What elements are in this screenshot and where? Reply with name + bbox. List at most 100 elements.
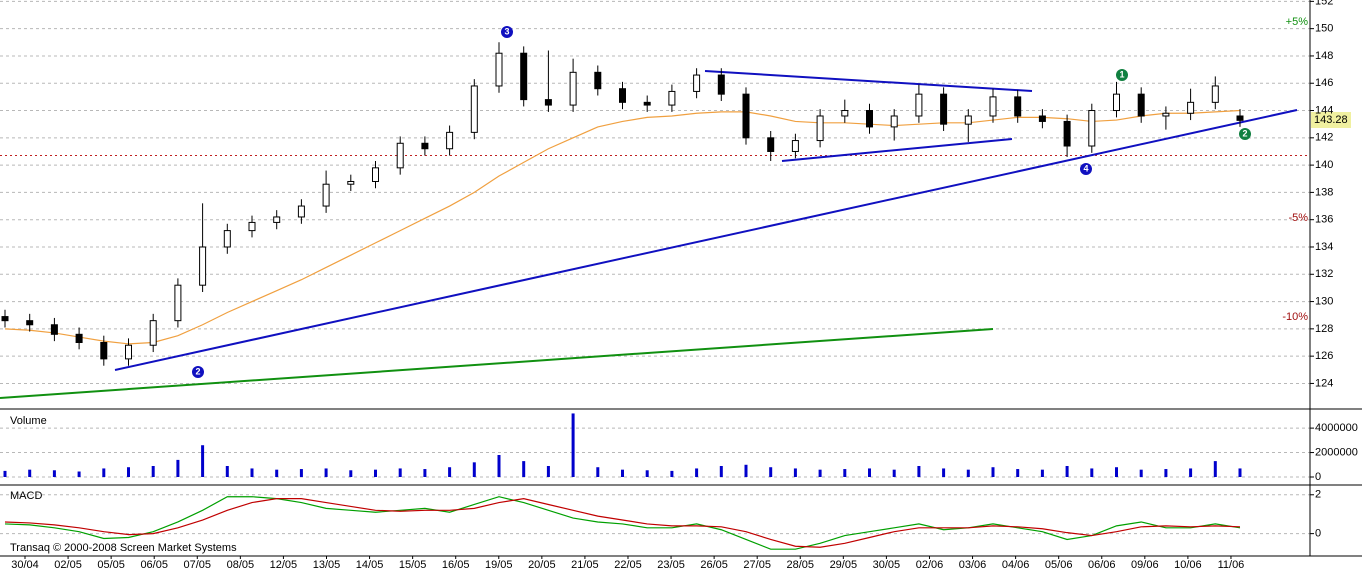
- x-tick-label: 26/05: [700, 559, 728, 571]
- y-tick-label: 2: [1315, 489, 1321, 501]
- candle-body: [915, 93, 923, 117]
- volume-bar: [868, 468, 871, 477]
- volume-bar: [522, 461, 526, 477]
- y-tick-label: 140: [1315, 159, 1333, 171]
- wave-label: 2: [1242, 128, 1247, 138]
- x-tick-label: 08/05: [227, 559, 255, 571]
- annotation: -5%: [1288, 212, 1308, 224]
- volume-bar: [744, 464, 748, 477]
- x-tick-label: 12/05: [270, 559, 298, 571]
- candle-body: [1162, 112, 1170, 117]
- volume-bar: [225, 466, 229, 477]
- volume-bar: [275, 469, 279, 477]
- y-tick-label: 138: [1315, 186, 1333, 198]
- y-tick-label: 126: [1315, 350, 1333, 362]
- candle-body: [125, 344, 132, 360]
- x-tick-label: 28/05: [786, 559, 814, 571]
- x-tick-label: 03/06: [959, 559, 987, 571]
- volume-bar: [1213, 461, 1217, 477]
- volume-bar: [102, 468, 106, 477]
- volume-bar: [1040, 469, 1044, 477]
- volume-bar: [719, 466, 723, 477]
- candle-body: [717, 74, 725, 95]
- volume-bar: [497, 455, 501, 477]
- volume-bar: [448, 467, 452, 477]
- candle-body: [26, 320, 34, 326]
- y-tick-label: 0: [1315, 528, 1321, 540]
- candle-body: [174, 284, 182, 322]
- volume-bar: [1090, 468, 1094, 477]
- annotation: -10%: [1282, 311, 1308, 323]
- x-tick-label: 21/05: [571, 559, 599, 571]
- candle-body: [297, 205, 305, 218]
- candle-body: [1137, 93, 1145, 117]
- volume-bar: [1238, 468, 1242, 477]
- candle-body: [446, 131, 454, 150]
- volume-bar: [818, 469, 822, 477]
- candle-body: [149, 320, 157, 346]
- candle-body: [841, 110, 849, 117]
- volume-bar: [349, 470, 353, 477]
- candle-body: [1063, 120, 1071, 147]
- volume-bar: [472, 462, 476, 477]
- x-tick-label: 30/05: [873, 559, 901, 571]
- volume-bar: [151, 466, 155, 477]
- volume-bar: [695, 468, 699, 477]
- candle-body: [50, 324, 58, 335]
- y-tick-label: 4000000: [1315, 422, 1358, 434]
- volume-bar: [52, 470, 56, 477]
- x-tick-label: 10/06: [1174, 559, 1202, 571]
- candle-body: [619, 88, 626, 103]
- panel-title: MACD: [10, 490, 42, 502]
- grid-layer: [0, 0, 1310, 535]
- candle-body: [668, 90, 676, 106]
- candle-body: [372, 167, 379, 182]
- x-tick-label: 15/05: [399, 559, 427, 571]
- x-tick-label: 20/05: [528, 559, 556, 571]
- last-price-label: 143.28: [1314, 114, 1348, 126]
- x-tick-label: 02/06: [916, 559, 944, 571]
- candle-body: [1236, 115, 1244, 121]
- candle-body: [544, 99, 552, 106]
- volume-bar: [423, 469, 427, 477]
- x-tick-label: 30/04: [11, 559, 39, 571]
- candle-body: [223, 230, 231, 248]
- x-tick-label: 02/05: [54, 559, 82, 571]
- candle-body: [791, 140, 799, 152]
- candle-body: [273, 216, 281, 223]
- x-tick-label: 06/06: [1088, 559, 1116, 571]
- y-tick-label: 136: [1315, 214, 1333, 226]
- trend-line: [0, 328, 994, 399]
- x-tick-label: 29/05: [830, 559, 858, 571]
- x-tick-label: 07/05: [184, 559, 212, 571]
- y-tick-label: 152: [1315, 0, 1333, 7]
- candle-body: [767, 137, 775, 152]
- volume-bar: [546, 466, 550, 477]
- x-tick-label: 27/05: [743, 559, 771, 571]
- trend-line: [704, 70, 1033, 92]
- x-tick-label: 23/05: [657, 559, 685, 571]
- volume-bar: [3, 470, 7, 477]
- annotation: +5%: [1286, 16, 1309, 28]
- y-tick-label: 144: [1315, 104, 1333, 116]
- candle-body: [75, 333, 83, 344]
- candle-body: [594, 71, 602, 90]
- candle-body: [1088, 110, 1096, 147]
- wave-label: 1: [1119, 69, 1124, 79]
- y-tick-label: 148: [1315, 50, 1333, 62]
- candle-body: [1211, 85, 1219, 103]
- candle-body: [989, 96, 997, 117]
- volume-bar: [398, 468, 402, 477]
- x-tick-label: 05/06: [1045, 559, 1073, 571]
- wave-marker: [1239, 128, 1251, 140]
- y-tick-label: 134: [1315, 241, 1333, 253]
- volume-bar: [1115, 467, 1118, 477]
- y-tick-label: 124: [1315, 377, 1333, 389]
- wave-marker: [192, 366, 204, 378]
- trend-line: [114, 109, 1298, 371]
- wave-marker: [501, 26, 513, 38]
- candle-body: [1014, 96, 1022, 117]
- y-tick-label: 128: [1315, 323, 1333, 335]
- volume-bar: [127, 467, 130, 477]
- candle-body: [421, 142, 429, 150]
